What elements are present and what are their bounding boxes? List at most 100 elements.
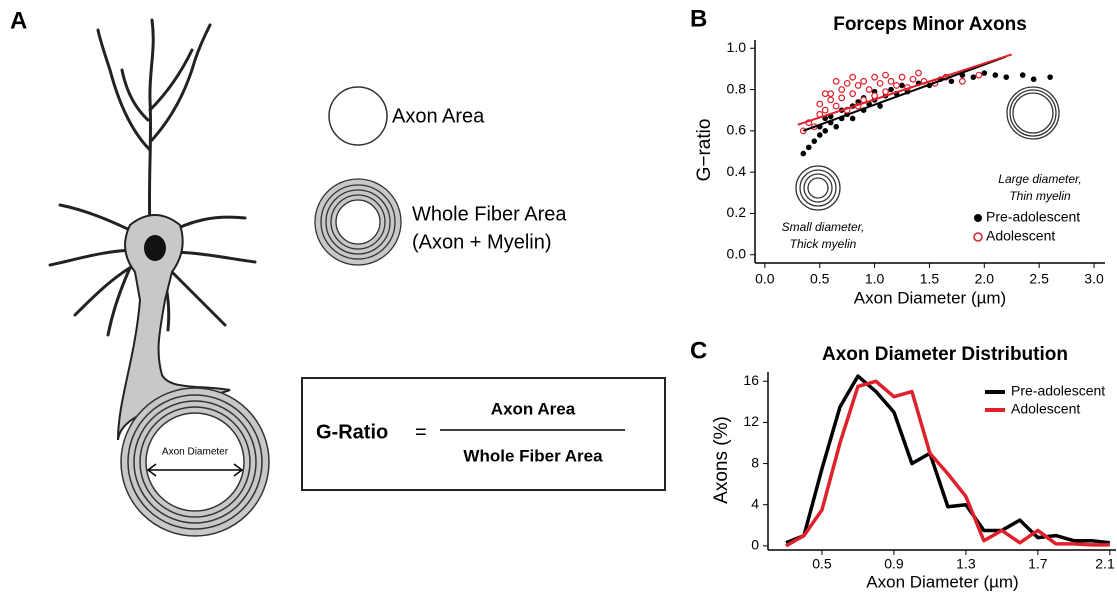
point (838, 94, 846, 102)
point (882, 88, 889, 96)
point (832, 102, 840, 110)
large-fiber-icon (1006, 86, 1060, 140)
point (992, 72, 999, 78)
whole-fiber-label: Whole Fiber Area (412, 203, 567, 225)
point (822, 128, 829, 134)
y-tick-label: 0.4 (727, 163, 747, 179)
legend-label: Pre-adolescent (986, 209, 1080, 225)
point (1030, 76, 1037, 83)
point (871, 92, 878, 100)
x-tick-label: 2.0 (975, 271, 995, 287)
x-tick-label: 0.0 (755, 271, 775, 287)
x-tick-label: 2.5 (1029, 271, 1049, 287)
y-tick-label: 0 (751, 537, 759, 553)
x-tick-label: 0.5 (812, 556, 832, 572)
nucleus (144, 235, 166, 261)
point (827, 96, 835, 104)
x-tick-label: 1.0 (865, 271, 885, 287)
x-tick-label: 0.9 (884, 556, 904, 572)
y-tick-label: 0.8 (727, 80, 747, 96)
point (1019, 72, 1026, 78)
point (843, 79, 851, 87)
y-tick-label: 4 (751, 495, 759, 511)
point (899, 82, 905, 89)
legend-marker (974, 214, 982, 222)
chart-title: Axon Diameter Distribution (822, 344, 1068, 365)
point (865, 86, 873, 93)
fit-line (797, 53, 1013, 126)
fit-line (802, 55, 1007, 132)
y-tick-label: 1.0 (727, 39, 747, 55)
point (821, 106, 829, 114)
y-axis-label: Axons (%) (711, 416, 732, 504)
point (887, 77, 895, 85)
axon-diameter-label: Axon Diameter (162, 447, 229, 458)
point (833, 123, 839, 130)
x-axis-label: Axon Diameter (µm) (854, 288, 1006, 307)
formula-denominator: Whole Fiber Area (463, 446, 603, 465)
formula-equals: = (415, 421, 427, 443)
axon-area-label: Axon Area (392, 105, 485, 127)
point (871, 73, 878, 81)
point (970, 74, 977, 80)
point (975, 71, 983, 79)
whole-fiber-icon (314, 178, 402, 266)
point (1047, 74, 1053, 80)
point (849, 73, 857, 81)
y-axis-label: G−ratio (694, 119, 715, 182)
series-line (785, 374, 1110, 545)
myelin-sheath (120, 387, 270, 537)
formula-box (301, 377, 666, 491)
point (981, 70, 988, 76)
point (958, 77, 966, 85)
x-axis-label: Axon Diameter (µm) (866, 572, 1018, 591)
x-tick-label: 1.7 (1028, 556, 1048, 572)
panel-label: C (690, 337, 707, 364)
panel-label: B (690, 5, 707, 32)
point (888, 86, 894, 93)
chart-title: Forceps Minor Axons (833, 14, 1027, 35)
point (838, 86, 846, 93)
point (849, 90, 857, 98)
point (816, 132, 823, 138)
annotation: Small diameter, (782, 220, 865, 234)
point (805, 144, 812, 151)
y-tick-label: 16 (743, 372, 759, 388)
y-tick-label: 8 (751, 454, 759, 470)
point (898, 73, 906, 81)
annotation: Large diameter, (998, 172, 1081, 186)
point (915, 69, 922, 77)
soma-axon (117, 214, 231, 441)
y-tick-label: 0.0 (727, 245, 747, 261)
annotation: Thin myelin (1009, 189, 1071, 203)
point (948, 78, 955, 85)
point (827, 90, 835, 98)
annotation: Thick myelin (790, 237, 857, 251)
series-line (785, 379, 1110, 548)
axon-area-icon (328, 86, 388, 146)
small-fiber-icon (795, 165, 841, 211)
point (849, 115, 856, 122)
x-tick-label: 3.0 (1084, 271, 1104, 287)
legend-label: Pre-adolescent (1011, 383, 1105, 399)
point (832, 77, 840, 85)
point (854, 82, 862, 89)
point (821, 90, 829, 98)
point (882, 71, 889, 79)
point (860, 77, 868, 85)
point (800, 150, 807, 157)
point (816, 100, 824, 108)
y-tick-label: 12 (743, 413, 759, 429)
legend-label: Adolescent (986, 228, 1055, 244)
x-tick-label: 1.5 (920, 271, 940, 287)
formula-lhs: G-Ratio (316, 421, 388, 443)
whole-fiber-note: (Axon + Myelin) (412, 231, 552, 253)
panel-label: A (10, 7, 27, 34)
y-tick-label: 0.6 (727, 122, 747, 138)
diameter-arrow (146, 463, 244, 477)
point (877, 103, 883, 109)
formula-numerator: Axon Area (491, 399, 576, 418)
point (811, 138, 818, 144)
point (909, 75, 917, 83)
